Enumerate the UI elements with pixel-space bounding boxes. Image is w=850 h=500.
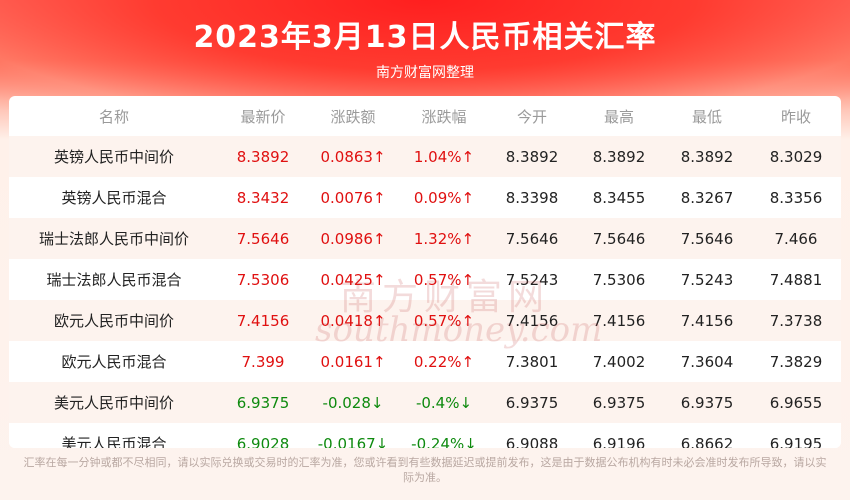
open-cell: 7.5646 xyxy=(489,218,575,259)
high-cell: 7.5306 xyxy=(575,259,663,300)
column-header-name: 名称 xyxy=(98,107,129,126)
page-title: 2023年3月13日人民币相关汇率 xyxy=(193,20,657,55)
row-name-cell: 美元人民币中间价 xyxy=(9,382,219,423)
change-cell: 0.0863↑ xyxy=(307,136,399,177)
change-pct-cell: 0.57%↑ xyxy=(399,259,489,300)
rates-table-card: 名称 最新价 涨跌额 涨跌幅 今开 最高 最低 昨收 英镑人民币中间价 8.389… xyxy=(9,96,841,448)
low-cell: 6.9375 xyxy=(663,382,751,423)
table-row: 英镑人民币混合 8.3432 0.0076↑ 0.09%↑ 8.3398 8.3455 8.… xyxy=(9,177,841,218)
latest-price-cell: 6.9375 xyxy=(219,382,307,423)
change-pct-cell: 1.04%↑ xyxy=(399,136,489,177)
table-row: 欧元人民币混合 7.399 0.0161↑ 0.22%↑ 7.3801 7.4002 7.3… xyxy=(9,341,841,382)
table-row: 瑞士法郎人民币混合 7.5306 0.0425↑ 0.57%↑ 7.5243 7.5306… xyxy=(9,259,841,300)
prev-close-cell: 8.3356 xyxy=(751,177,841,218)
open-cell: 6.9088 xyxy=(489,423,575,448)
high-cell: 7.4156 xyxy=(575,300,663,341)
column-header-change: 涨跌额 xyxy=(330,107,376,126)
prev-close-cell: 7.466 xyxy=(751,218,841,259)
open-cell: 8.3892 xyxy=(489,136,575,177)
open-cell: 7.3801 xyxy=(489,341,575,382)
table-row: 瑞士法郎人民币中间价 7.5646 0.0986↑ 1.32%↑ 7.5646 7.564… xyxy=(9,218,841,259)
table-row: 美元人民币中间价 6.9375 -0.028↓ -0.4%↓ 6.9375 6.9375 6… xyxy=(9,382,841,423)
latest-price-cell: 6.9028 xyxy=(219,423,307,448)
low-cell: 7.4156 xyxy=(663,300,751,341)
column-header-prev: 昨收 xyxy=(780,107,811,126)
latest-price-cell: 7.5646 xyxy=(219,218,307,259)
column-header-low: 最低 xyxy=(691,107,722,126)
high-cell: 7.4002 xyxy=(575,341,663,382)
prev-close-cell: 7.4881 xyxy=(751,259,841,300)
low-cell: 8.3267 xyxy=(663,177,751,218)
row-name-cell: 欧元人民币中间价 xyxy=(9,300,219,341)
high-cell: 6.9375 xyxy=(575,382,663,423)
high-cell: 6.9196 xyxy=(575,423,663,448)
low-cell: 7.3604 xyxy=(663,341,751,382)
change-pct-cell: 0.57%↑ xyxy=(399,300,489,341)
high-cell: 7.5646 xyxy=(575,218,663,259)
table-row: 欧元人民币中间价 7.4156 0.0418↑ 0.57%↑ 7.4156 7.4156 7… xyxy=(9,300,841,341)
disclaimer-text: 汇率在每一分钟或都不尽相同，请以实际兑换或交易时的汇率为准，您或许看到有些数据延… xyxy=(23,456,827,484)
header-banner xyxy=(0,0,850,110)
column-header-latest: 最新价 xyxy=(240,107,286,126)
latest-price-cell: 8.3892 xyxy=(219,136,307,177)
prev-close-cell: 6.9655 xyxy=(751,382,841,423)
change-cell: 0.0076↑ xyxy=(307,177,399,218)
change-pct-cell: 0.09%↑ xyxy=(399,177,489,218)
prev-close-cell: 7.3829 xyxy=(751,341,841,382)
change-pct-cell: 1.32%↑ xyxy=(399,218,489,259)
table-header-row: 名称 最新价 涨跌额 涨跌幅 今开 最高 最低 昨收 xyxy=(9,96,841,136)
row-name-cell: 英镑人民币中间价 xyxy=(9,136,219,177)
change-cell: -0.028↓ xyxy=(307,382,399,423)
open-cell: 8.3398 xyxy=(489,177,575,218)
column-header-high: 最高 xyxy=(603,107,634,126)
low-cell: 7.5646 xyxy=(663,218,751,259)
change-pct-cell: 0.22%↑ xyxy=(399,341,489,382)
table-row: 美元人民币混合 6.9028 -0.0167↓ -0.24%↓ 6.9088 6.9196… xyxy=(9,423,841,448)
high-cell: 8.3892 xyxy=(575,136,663,177)
row-name-cell: 英镑人民币混合 xyxy=(9,177,219,218)
row-name-cell: 美元人民币混合 xyxy=(9,423,219,448)
change-cell: 0.0986↑ xyxy=(307,218,399,259)
row-name-cell: 瑞士法郎人民币混合 xyxy=(9,259,219,300)
latest-price-cell: 7.399 xyxy=(219,341,307,382)
open-cell: 7.5243 xyxy=(489,259,575,300)
rates-table: 名称 最新价 涨跌额 涨跌幅 今开 最高 最低 昨收 英镑人民币中间价 8.389… xyxy=(9,96,841,448)
column-header-open: 今开 xyxy=(516,107,547,126)
row-name-cell: 瑞士法郎人民币中间价 xyxy=(9,218,219,259)
prev-close-cell: 6.9195 xyxy=(751,423,841,448)
low-cell: 6.8662 xyxy=(663,423,751,448)
change-cell: 0.0161↑ xyxy=(307,341,399,382)
change-cell: -0.0167↓ xyxy=(307,423,399,448)
page-subtitle: 南方财富网整理 xyxy=(376,65,474,81)
high-cell: 8.3455 xyxy=(575,177,663,218)
table-row: 英镑人民币中间价 8.3892 0.0863↑ 1.04%↑ 8.3892 8.3892 8… xyxy=(9,136,841,177)
latest-price-cell: 8.3432 xyxy=(219,177,307,218)
change-pct-cell: -0.4%↓ xyxy=(399,382,489,423)
prev-close-cell: 8.3029 xyxy=(751,136,841,177)
row-name-cell: 欧元人民币混合 xyxy=(9,341,219,382)
open-cell: 6.9375 xyxy=(489,382,575,423)
latest-price-cell: 7.5306 xyxy=(219,259,307,300)
low-cell: 8.3892 xyxy=(663,136,751,177)
latest-price-cell: 7.4156 xyxy=(219,300,307,341)
change-cell: 0.0418↑ xyxy=(307,300,399,341)
open-cell: 7.4156 xyxy=(489,300,575,341)
low-cell: 7.5243 xyxy=(663,259,751,300)
column-header-pct: 涨跌幅 xyxy=(421,107,467,126)
prev-close-cell: 7.3738 xyxy=(751,300,841,341)
change-pct-cell: -0.24%↓ xyxy=(399,423,489,448)
change-cell: 0.0425↑ xyxy=(307,259,399,300)
